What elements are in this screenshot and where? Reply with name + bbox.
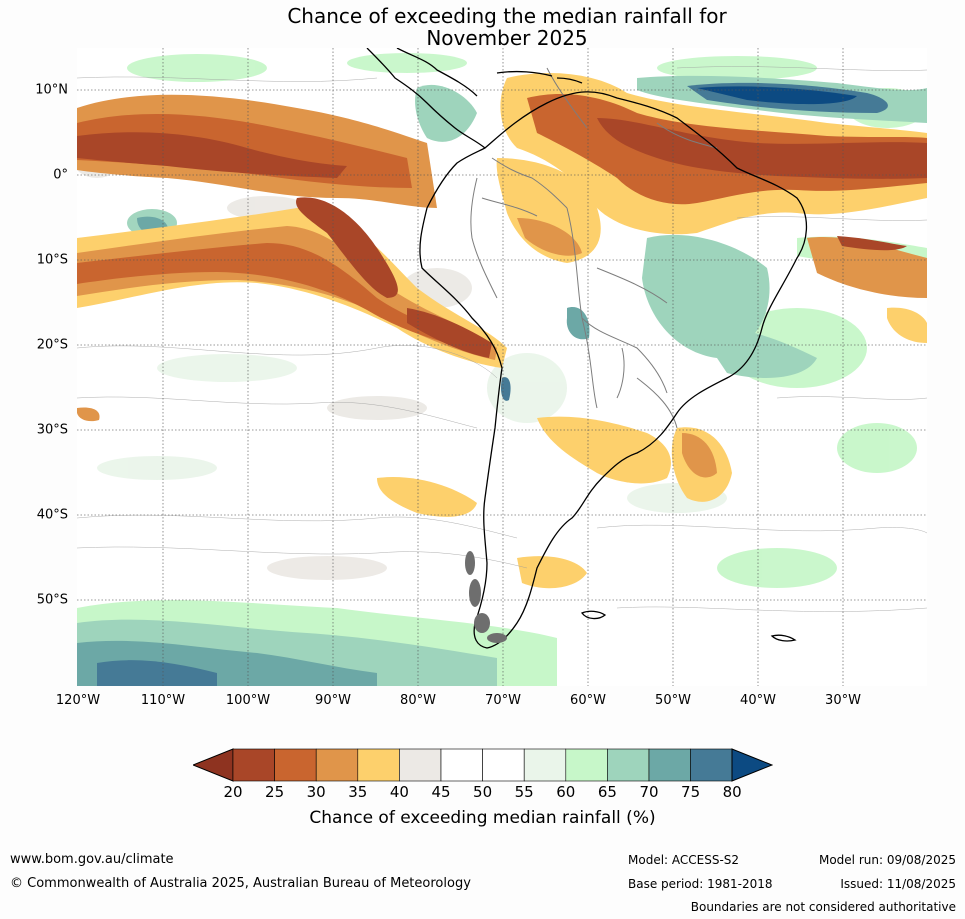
wet-regions [77, 75, 927, 686]
lon-label-110w: 110°W [140, 693, 186, 708]
footer-disclaimer: Boundaries are not considered authoritat… [690, 900, 956, 914]
footer-model-run: Model run: 09/08/2025 [818, 853, 956, 867]
colorbar-tick: 80 [722, 783, 742, 801]
lat-label-20s: 20°S [36, 337, 68, 353]
lon-label-100w: 100°W [225, 693, 271, 708]
colorbar-tick: 30 [306, 783, 326, 801]
colorbar-tick: 45 [431, 783, 451, 801]
colorbar-cell [357, 748, 400, 782]
patagonia-islands [465, 551, 507, 643]
colorbar-under-arrow [193, 748, 234, 782]
lat-label-0: 0° [53, 167, 68, 183]
footer-base-period: Base period: 1981-2018 [628, 877, 773, 891]
footer-website-link[interactable]: www.bom.gov.au/climate [10, 852, 174, 867]
colorbar-over-arrow [731, 748, 773, 782]
lat-label-30s: 30°S [36, 422, 68, 438]
colorbar-tick: 20 [223, 783, 243, 801]
map-gridlines [77, 48, 927, 686]
lat-label-50s: 50°S [36, 592, 68, 608]
coastlines [366, 48, 808, 649]
lon-label-80w: 80°W [400, 693, 436, 708]
colorbar-tick: 35 [348, 783, 368, 801]
colorbar-label: Chance of exceeding median rainfall (%) [309, 808, 656, 828]
footer-model: Model: ACCESS-S2 [628, 853, 740, 867]
colorbar-tick: 75 [681, 783, 701, 801]
lon-label-90w: 90°W [315, 693, 351, 708]
country-borders [470, 67, 718, 429]
colorbar-cell [690, 748, 733, 782]
lon-label-60w: 60°W [570, 693, 606, 708]
lat-label-10n: 10°N [35, 82, 68, 98]
map-title-line1: Chance of exceeding the median rainfall … [287, 4, 727, 28]
colorbar-tick: 50 [473, 783, 493, 801]
dry-regions [77, 73, 927, 589]
colorbar-tick: 60 [556, 783, 576, 801]
colorbar-cell [648, 748, 691, 782]
colorbar-cell [232, 748, 275, 782]
colorbar-tick: 70 [639, 783, 659, 801]
colorbar-cell [399, 748, 442, 782]
footer-copyright: © Commonwealth of Australia 2025, Austra… [10, 876, 471, 891]
lat-label-40s: 40°S [36, 507, 68, 523]
colorbar-cell [607, 748, 650, 782]
rainfall-probability-map [77, 48, 927, 686]
colorbar-cells [232, 748, 733, 782]
colorbar-tick: 55 [514, 783, 534, 801]
lon-label-70w: 70°W [485, 693, 521, 708]
footer-issued: Issued: 11/08/2025 [840, 877, 956, 891]
lon-label-50w: 50°W [655, 693, 691, 708]
colorbar-cell [440, 748, 483, 782]
lon-label-40w: 40°W [740, 693, 776, 708]
colorbar-cell [482, 748, 525, 782]
colorbar-cell [523, 748, 567, 782]
lat-label-10s: 10°S [36, 252, 68, 268]
colorbar-legend [193, 748, 773, 782]
colorbar-tick: 25 [265, 783, 285, 801]
colorbar-cell [565, 748, 608, 782]
lon-label-30w: 30°W [825, 693, 861, 708]
colorbar-tick: 65 [597, 783, 617, 801]
lon-label-120w: 120°W [55, 693, 101, 708]
colorbar-cell [274, 748, 317, 782]
map-title-line2: November 2025 [426, 26, 588, 50]
colorbar-tick: 40 [389, 783, 409, 801]
colorbar-cell [315, 748, 359, 782]
